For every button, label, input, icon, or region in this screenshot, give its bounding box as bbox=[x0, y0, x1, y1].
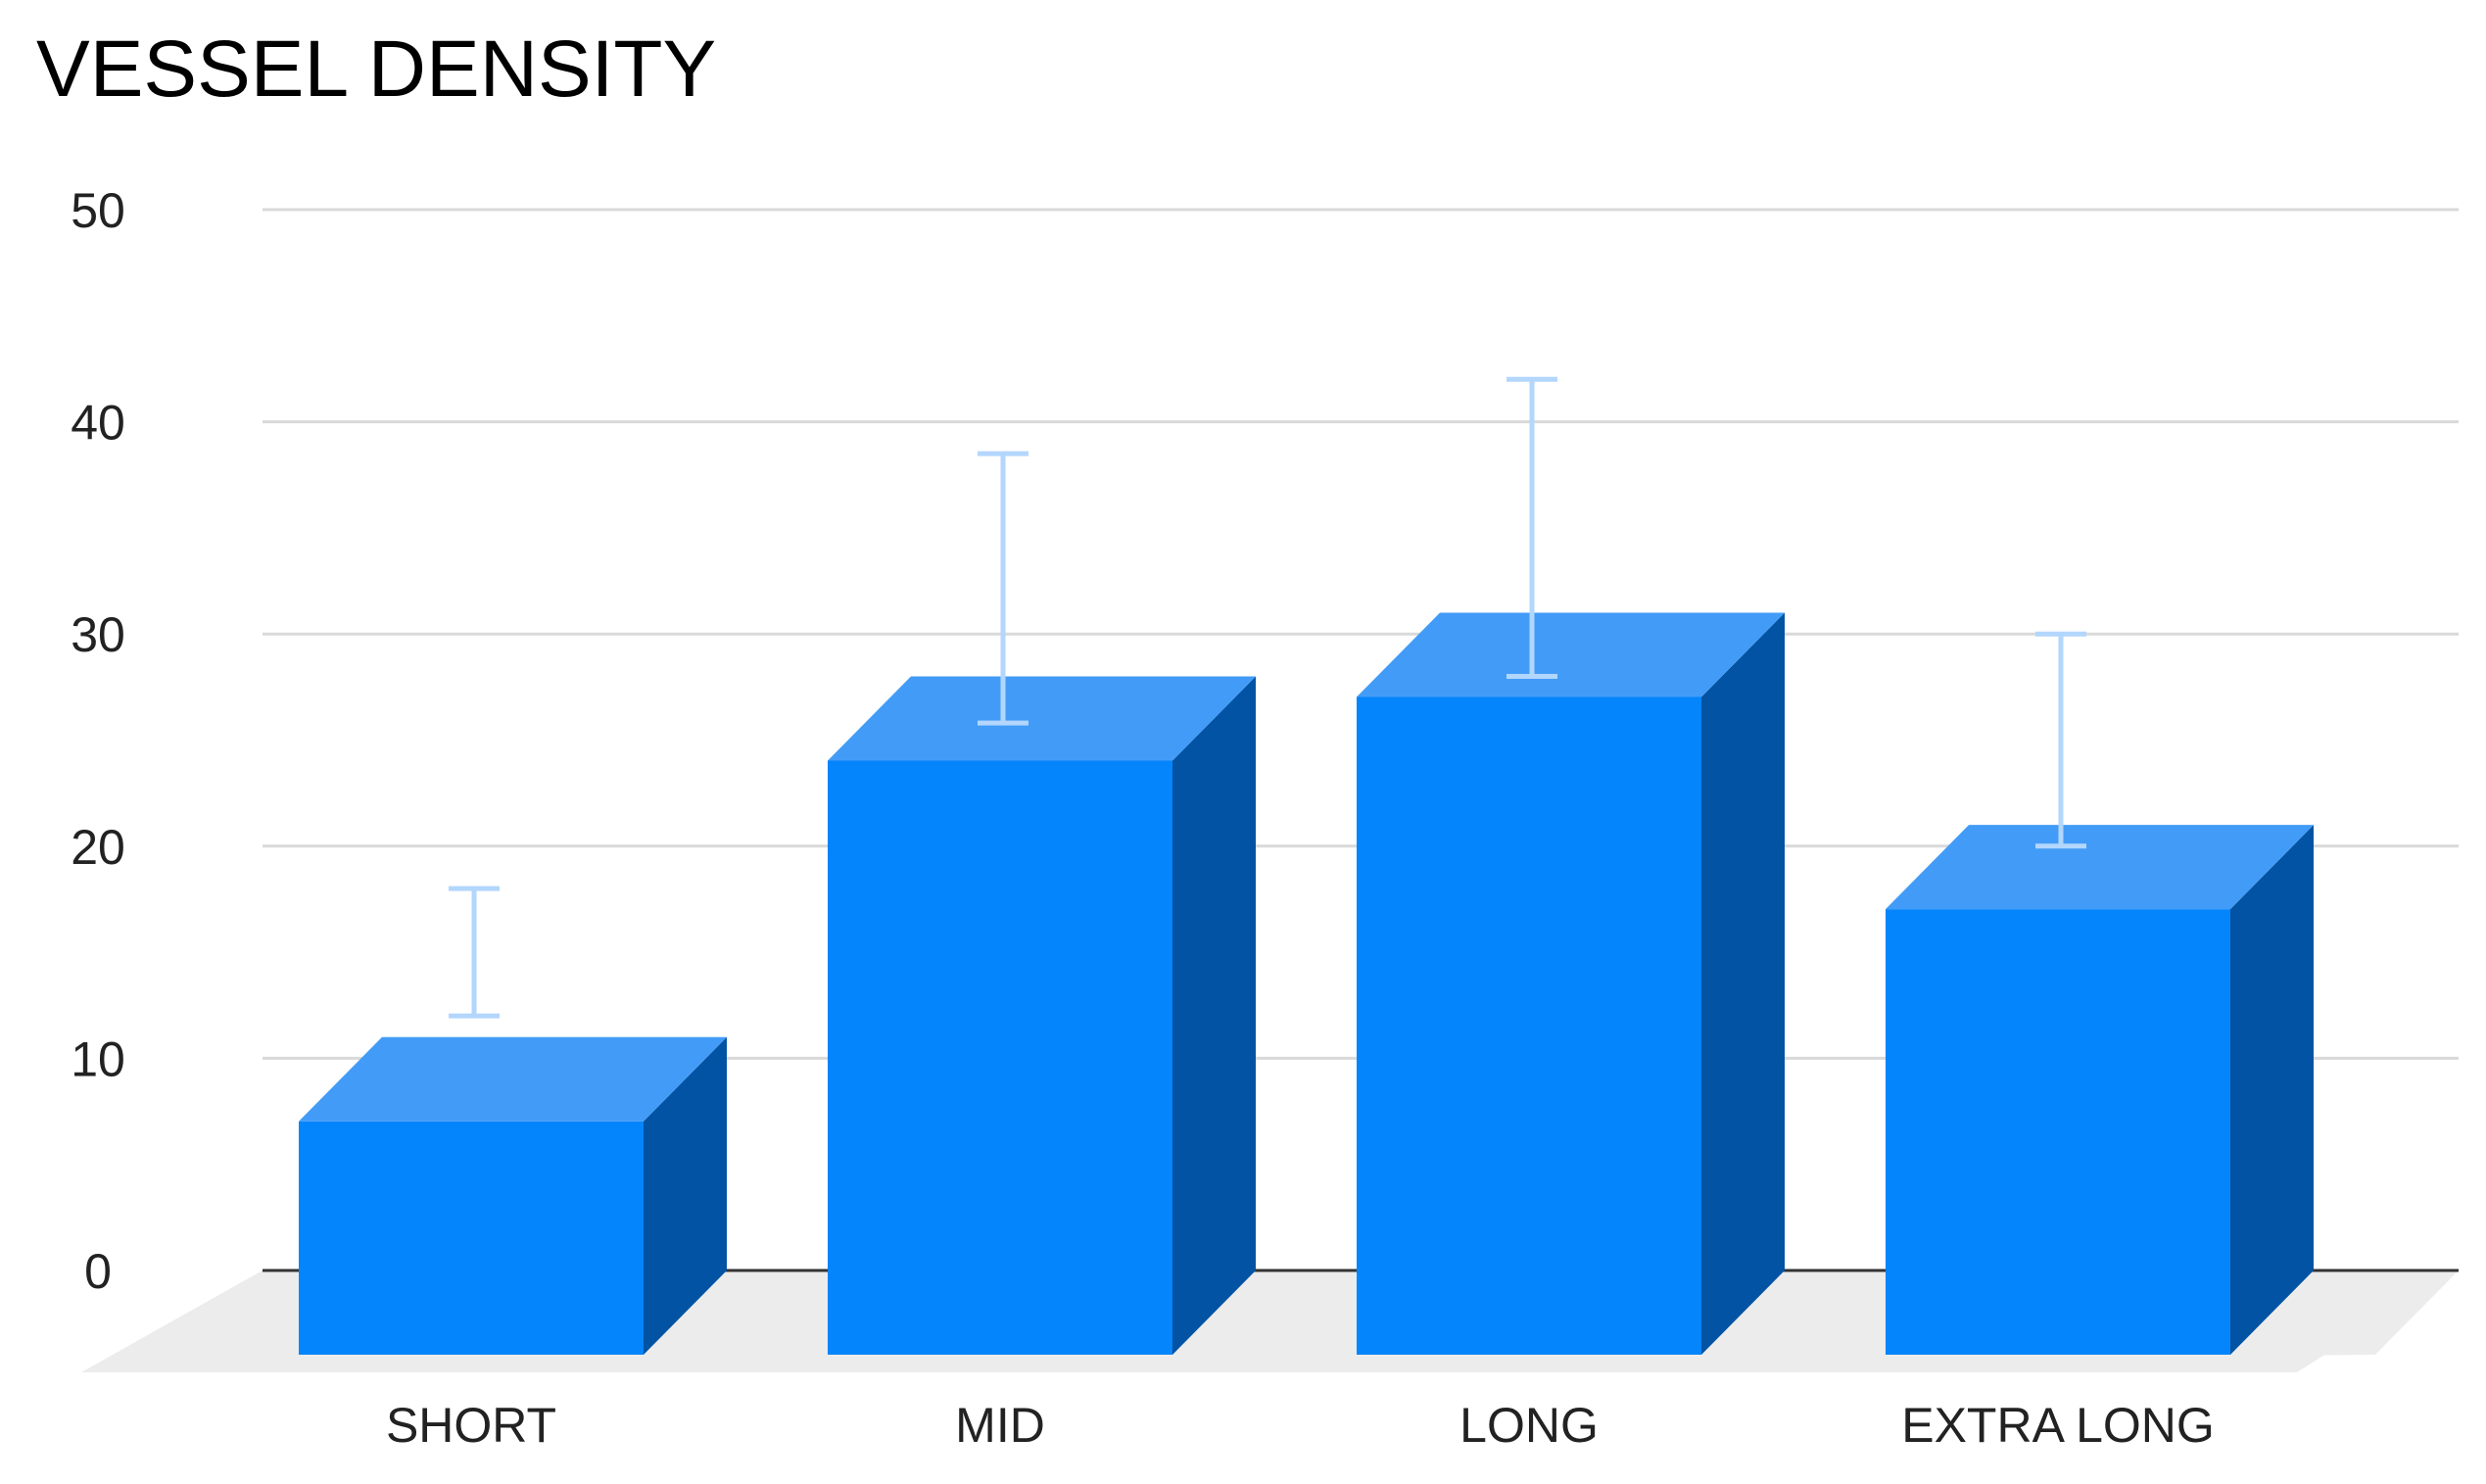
bar-top-face bbox=[828, 676, 1256, 761]
bar-front-face bbox=[299, 1121, 644, 1355]
x-category-label: LONG bbox=[1459, 1398, 1599, 1453]
bars bbox=[299, 612, 2314, 1355]
bar-side-face bbox=[2230, 825, 2314, 1355]
y-tick-label: 10 bbox=[71, 1031, 125, 1086]
bar-front-face bbox=[828, 760, 1172, 1355]
bar-front-face bbox=[1357, 696, 1701, 1355]
bar-side-face bbox=[1172, 676, 1256, 1355]
y-tick-label: 30 bbox=[71, 607, 125, 662]
error-bar bbox=[2035, 631, 2086, 849]
error-bar bbox=[1506, 376, 1557, 680]
y-tick-label: 20 bbox=[71, 820, 125, 875]
bar-front-face bbox=[1886, 909, 2230, 1355]
bar-side-face bbox=[644, 1036, 727, 1355]
bar-top-face bbox=[299, 1036, 727, 1122]
bar bbox=[828, 676, 1256, 1355]
error-bars bbox=[449, 376, 2086, 1019]
x-axis-labels: SHORT MID LONG EXTRA LONG bbox=[386, 1398, 2215, 1453]
y-tick-label: 0 bbox=[84, 1244, 112, 1299]
bar bbox=[299, 1036, 727, 1355]
x-category-label: EXTRA LONG bbox=[1901, 1398, 2215, 1453]
bar bbox=[1357, 612, 1785, 1355]
error-bar bbox=[978, 451, 1028, 726]
error-bar bbox=[449, 886, 500, 1019]
bar-top-face bbox=[1886, 825, 2314, 910]
bar-top-face bbox=[1357, 612, 1785, 697]
bar-side-face bbox=[1701, 612, 1785, 1355]
y-tick-label: 40 bbox=[71, 396, 125, 451]
bar bbox=[1886, 825, 2314, 1355]
x-category-label: MID bbox=[955, 1398, 1045, 1453]
y-tick-label: 50 bbox=[71, 183, 125, 238]
chart-title: VESSEL DENSITY bbox=[36, 24, 717, 114]
x-category-label: SHORT bbox=[386, 1398, 556, 1453]
y-axis-ticks: 0 10 20 30 40 50 bbox=[71, 183, 125, 1299]
